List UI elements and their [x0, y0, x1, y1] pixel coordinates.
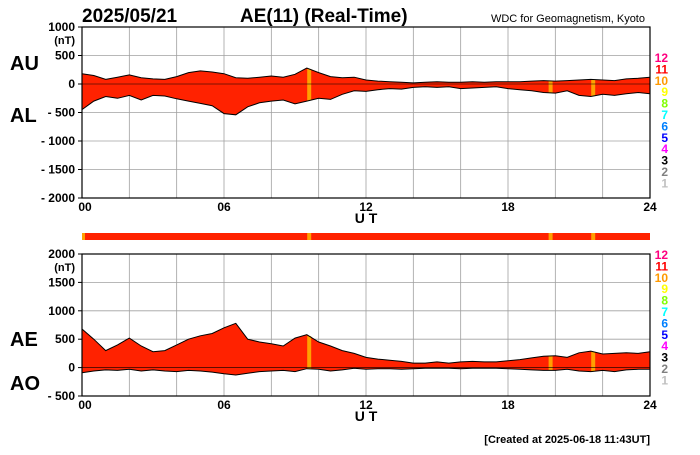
station-scale-label-12: 12	[655, 248, 669, 262]
station-scale-label-11: 11	[655, 62, 668, 76]
x-axis-label: U T	[355, 210, 378, 226]
created-timestamp: [Created at 2025-06-18 11:43UT]	[484, 434, 650, 446]
station-scale-label-2: 2	[661, 362, 668, 376]
station-coverage-bar	[82, 233, 650, 240]
coverage-start-mark	[82, 233, 85, 240]
panel-ae-ao: 2000 1500 1000 500 0 - 500 (nT) 00 06 12 18 24 U T AE…	[10, 247, 657, 424]
chart-title: AE(11) (Real-Time)	[240, 6, 408, 27]
station-scale-label-4: 4	[661, 142, 668, 156]
series-line-ae	[81, 322, 651, 364]
station-scale-label-1: 1	[661, 373, 668, 387]
station-scale-label-3: 3	[661, 351, 668, 365]
x-tick-label: 12	[359, 200, 373, 214]
station-scale-label-1: 1	[661, 176, 668, 190]
station-scale-label-12: 12	[655, 51, 669, 65]
coverage-highlight	[307, 233, 312, 240]
y-tick-label: 500	[55, 332, 75, 346]
station-scale-label-2: 2	[661, 165, 668, 179]
area-fill	[82, 323, 650, 375]
y-tick-label: 2000	[48, 247, 75, 261]
coverage-highlight	[548, 233, 553, 240]
station-scale-label-3: 3	[661, 154, 668, 168]
y-tick-label: 1000	[48, 20, 75, 34]
station-scale-label-4: 4	[661, 339, 668, 353]
station-scale-label-5: 5	[661, 131, 668, 145]
x-tick-label: 18	[501, 398, 515, 412]
chart-date: 2025/05/21	[82, 6, 178, 27]
y-unit-label: (nT)	[54, 35, 75, 47]
series-line-al	[81, 86, 651, 116]
x-tick-label: 06	[217, 200, 231, 214]
y-tick-label: - 500	[48, 106, 76, 120]
series-label-al: AL	[10, 105, 37, 127]
coverage-highlight	[591, 233, 596, 240]
panel-au-al: 1000 500 0 - 500 - 1000 - 1500 - 2000 (nT) 00 06 1…	[10, 20, 657, 226]
station-scale-label-8: 8	[661, 294, 668, 308]
x-tick-label: 06	[217, 398, 231, 412]
y-tick-label: 1500	[48, 275, 75, 289]
x-tick-label: 18	[501, 200, 515, 214]
chart-source: WDC for Geomagnetism, Kyoto	[491, 13, 645, 25]
highlight-stripe	[307, 68, 312, 101]
series-line-au	[81, 67, 651, 84]
y-tick-label: 0	[68, 361, 75, 375]
y-tick-label: - 2000	[41, 191, 75, 205]
station-scale-label-8: 8	[661, 97, 668, 111]
station-scale-label-7: 7	[661, 305, 668, 319]
y-tick-label: - 1500	[41, 163, 75, 177]
highlight-stripe	[548, 80, 553, 93]
y-tick-label: 500	[55, 49, 75, 63]
station-scale-label-9: 9	[661, 282, 668, 296]
coverage-bar-fill	[82, 233, 650, 240]
series-label-ae: AE	[10, 329, 38, 351]
highlight-stripe	[591, 351, 596, 372]
x-tick-label: 24	[643, 200, 657, 214]
station-scale-label-6: 6	[661, 119, 668, 133]
station-scale-label-6: 6	[661, 316, 668, 330]
station-scale-label-9: 9	[661, 85, 668, 99]
highlight-stripe	[548, 355, 553, 371]
x-tick-label: 00	[78, 200, 92, 214]
x-tick-label: 00	[78, 398, 92, 412]
y-tick-label: 1000	[48, 304, 75, 318]
highlight-stripe	[591, 79, 596, 97]
plot-frame	[81, 253, 651, 397]
series-label-au: AU	[10, 53, 39, 75]
series-label-ao: AO	[10, 373, 40, 395]
y-unit-label: (nT)	[54, 262, 75, 274]
x-tick-label: 24	[643, 398, 657, 412]
station-scale-label-5: 5	[661, 328, 668, 342]
series-line-ao	[81, 367, 650, 376]
station-scale-label-7: 7	[661, 108, 668, 122]
y-tick-label: - 1000	[41, 134, 75, 148]
station-scale-label-10: 10	[655, 74, 669, 88]
station-scale-label-10: 10	[655, 271, 669, 285]
y-tick-label: - 500	[48, 389, 76, 403]
y-tick-label: 0	[68, 77, 75, 91]
x-axis-label: U T	[355, 408, 378, 424]
station-scale-label-11: 11	[655, 259, 668, 273]
x-tick-label: 12	[359, 398, 373, 412]
highlight-stripe	[307, 336, 312, 369]
